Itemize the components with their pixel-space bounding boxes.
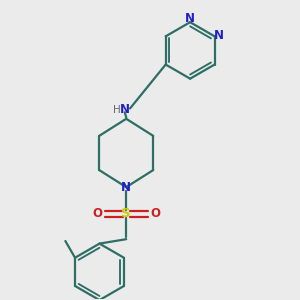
Text: O: O (150, 207, 160, 220)
Text: S: S (122, 207, 131, 220)
Text: N: N (121, 181, 131, 194)
Text: H: H (112, 105, 120, 115)
Text: N: N (213, 29, 224, 42)
Text: N: N (185, 12, 195, 25)
Text: N: N (120, 103, 130, 116)
Text: O: O (92, 207, 102, 220)
